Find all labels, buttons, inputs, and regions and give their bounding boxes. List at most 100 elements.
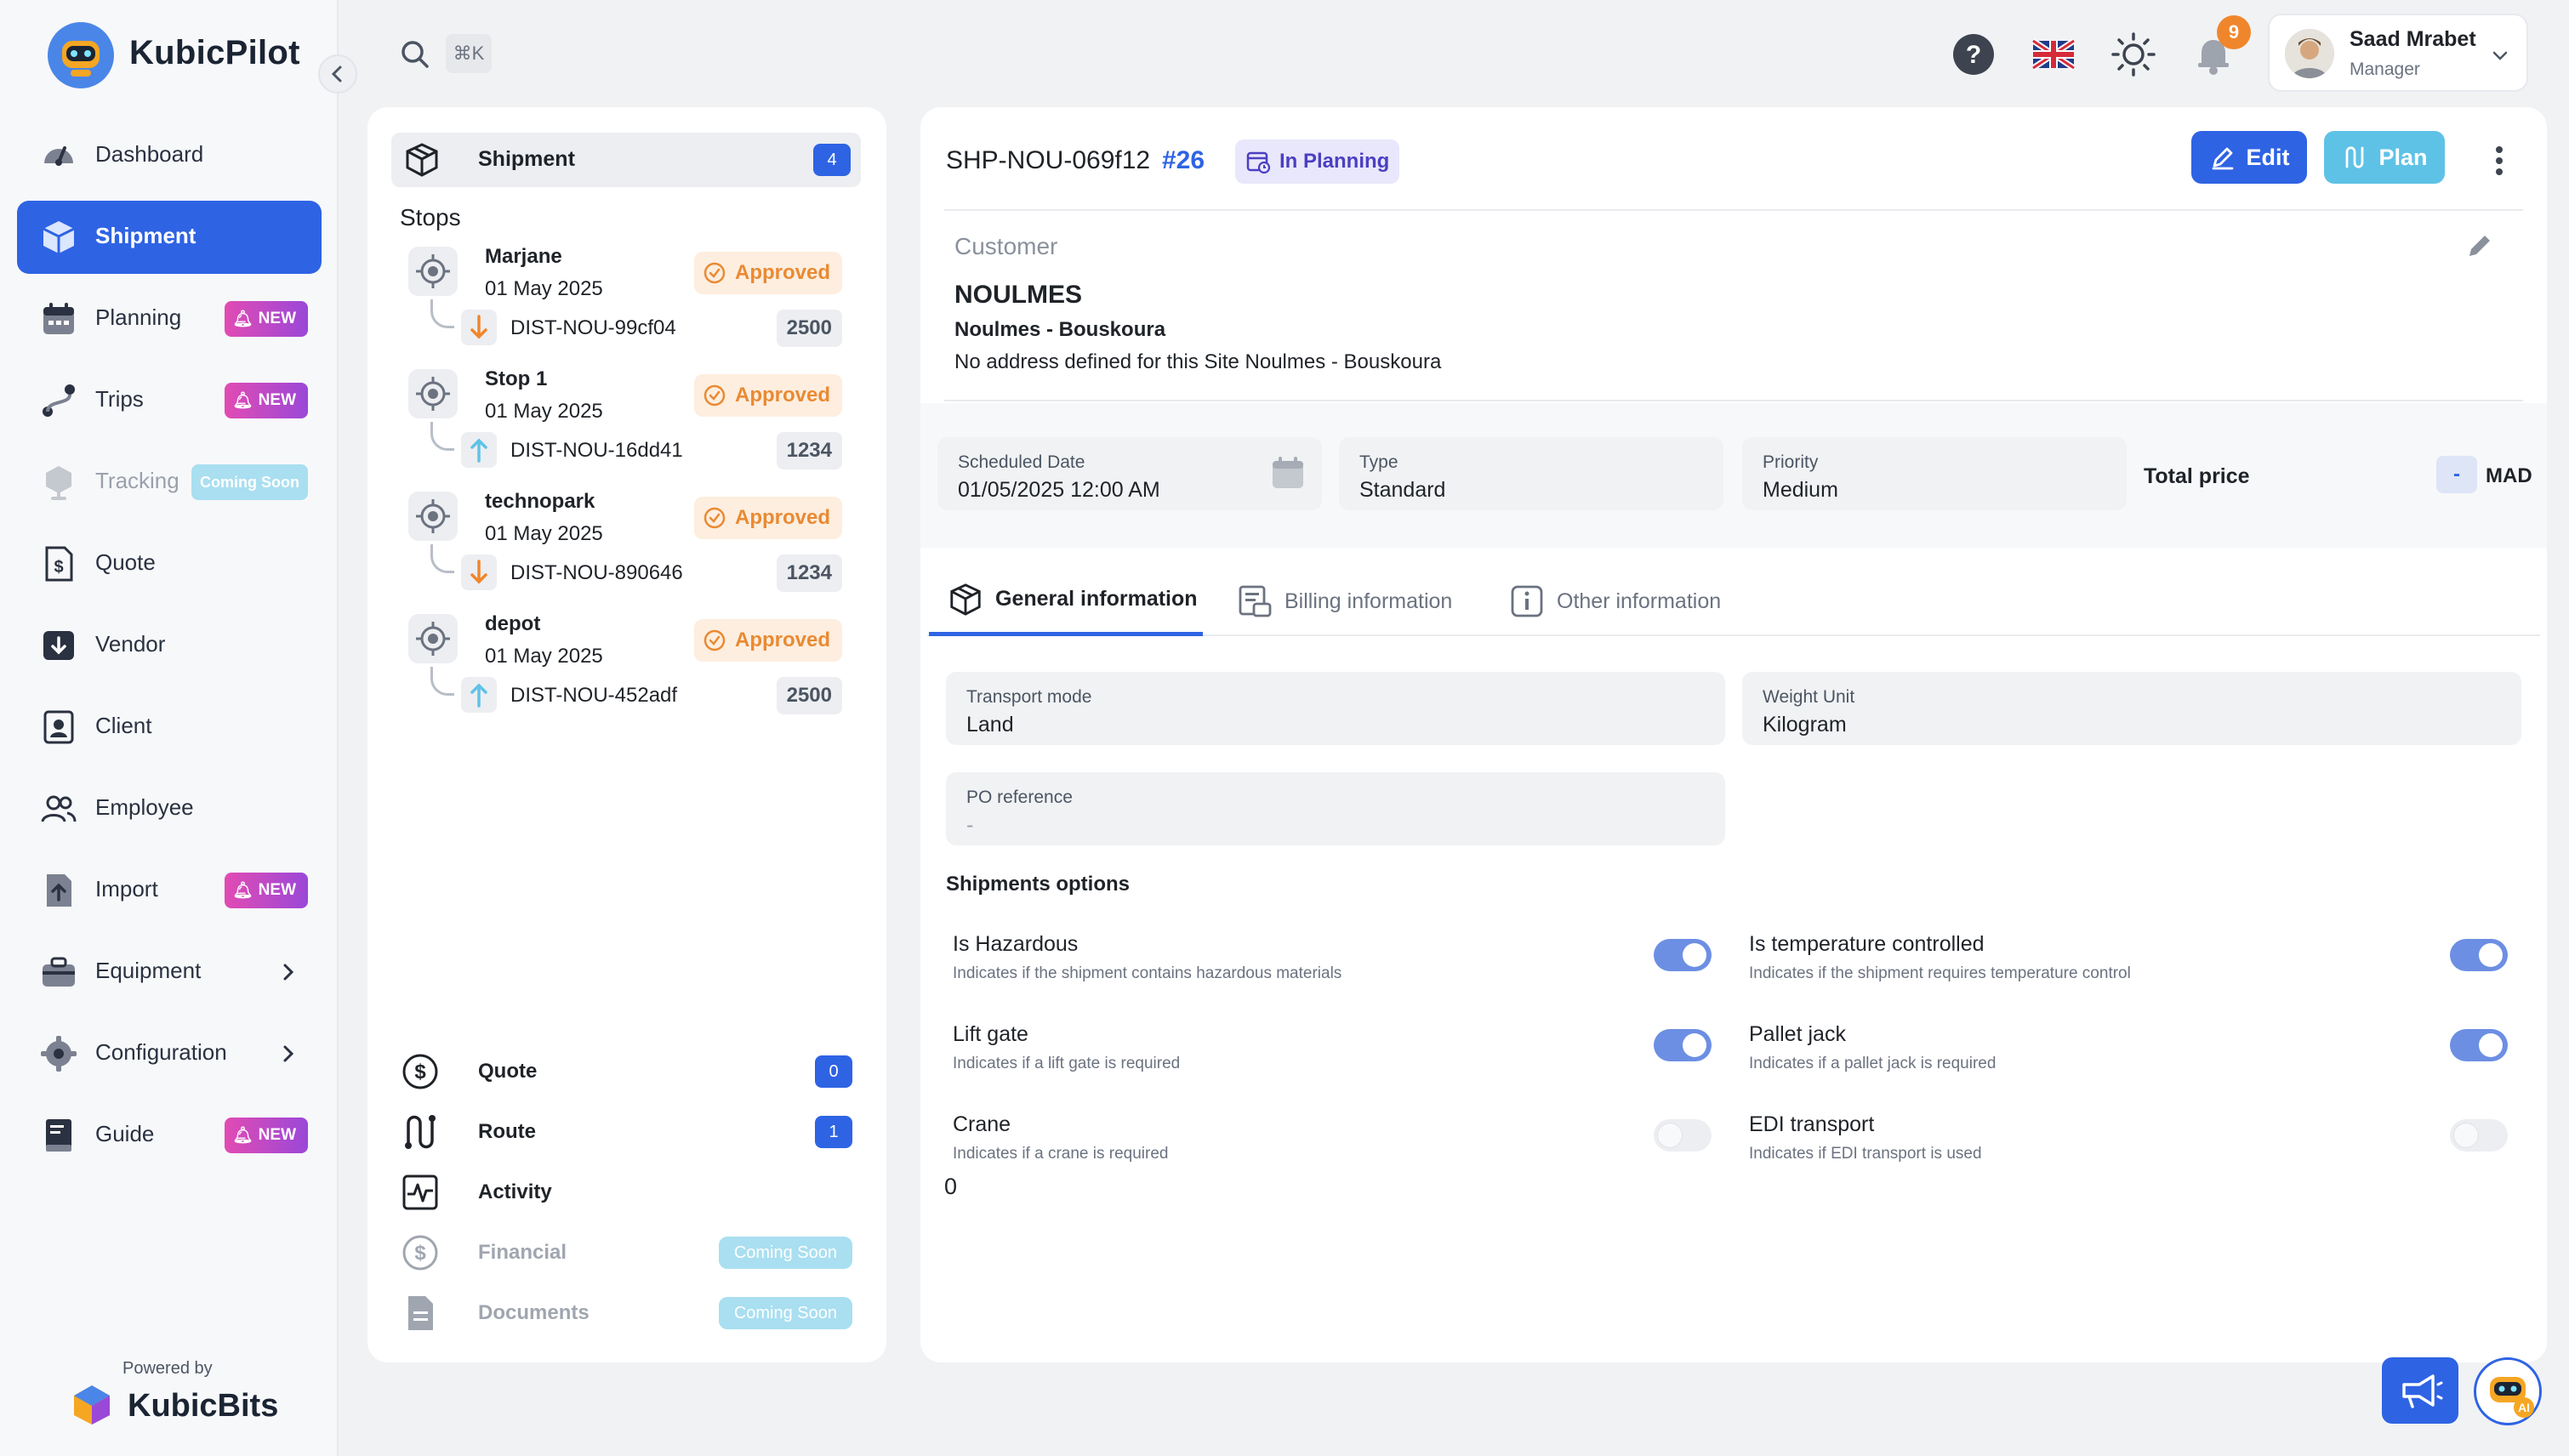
stop-item[interactable]: depot 01 May 2025 Approved DIST-NOU-452a… [367, 604, 886, 723]
sidebar-item-guide[interactable]: Guide 🔔︎ NEW [17, 1099, 322, 1172]
box-icon [39, 218, 78, 257]
stop-date: 01 May 2025 [485, 277, 603, 300]
tab-general-information[interactable]: General information [929, 566, 1203, 636]
new-badge: 🔔︎ NEW [224, 383, 308, 418]
search-icon[interactable] [396, 36, 434, 73]
edit-button[interactable]: Edit [2191, 131, 2307, 184]
sidebar-item-label: Import [95, 876, 158, 901]
sun-theme-icon[interactable] [2110, 31, 2157, 78]
svg-text:$: $ [54, 558, 63, 577]
toggle-knob [2479, 1033, 2503, 1057]
ai-assistant-button[interactable]: AI [2474, 1357, 2542, 1425]
weight-unit-field[interactable]: Weight Unit Kilogram [1742, 672, 2521, 745]
option-description: Indicates if the shipment contains hazar… [953, 964, 1342, 982]
connector-line [430, 299, 454, 328]
customer-address: No address defined for this Site Noulmes… [954, 350, 1442, 373]
link-financial[interactable]: $ Financial Coming Soon [367, 1227, 886, 1278]
approved-badge: Approved [693, 497, 842, 539]
sidebar-item-employee[interactable]: Employee [17, 772, 322, 845]
arrow-down-icon [461, 555, 497, 590]
user-menu[interactable]: Saad Mrabet Manager [2268, 14, 2528, 92]
toggle-knob [1683, 943, 1706, 967]
notification-count: 9 [2217, 15, 2251, 49]
svg-text:$: $ [414, 1242, 426, 1265]
total-price-label: Total price [2144, 464, 2250, 488]
link-route[interactable]: Route 1 [367, 1106, 886, 1157]
toggle-knob [1658, 1123, 1682, 1147]
sidebar-item-trips[interactable]: Trips 🔔︎ NEW [17, 364, 322, 437]
shipment-reference: SHP-NOU-069f12 [946, 146, 1151, 174]
contact-card-icon [39, 708, 78, 747]
option-toggle[interactable] [1654, 939, 1712, 971]
option-toggle[interactable] [2450, 1119, 2508, 1152]
tab-billing-information[interactable]: Billing information [1237, 566, 1452, 636]
sidebar-item-label: Employee [95, 794, 194, 820]
more-options-icon[interactable] [2482, 141, 2516, 180]
uk-flag-icon[interactable] [2030, 31, 2077, 78]
billing-icon [1237, 583, 1273, 619]
priority-field[interactable]: Priority Medium [1742, 437, 2127, 510]
search-shortcut[interactable]: ⌘K [446, 34, 492, 73]
sidebar-item-dashboard[interactable]: Dashboard [17, 119, 322, 192]
calendar-icon[interactable] [1269, 454, 1307, 492]
option-toggle[interactable] [1654, 1119, 1712, 1152]
tab-other-information[interactable]: Other information [1509, 566, 1721, 636]
option-toggle[interactable] [1654, 1029, 1712, 1061]
dollar-circle-icon: $ [400, 1232, 441, 1273]
sidebar-item-planning[interactable]: Planning 🔔︎ NEW [17, 282, 322, 355]
bell-icon: 🔔︎ [232, 1127, 253, 1145]
coming-soon-badge: Coming Soon [718, 1237, 852, 1269]
toolbox-icon [39, 953, 78, 992]
option-title: EDI transport [1749, 1112, 1875, 1136]
stop-item[interactable]: Marjane 01 May 2025 Approved DIST-NOU-99… [367, 236, 886, 355]
sidebar-item-import[interactable]: Import 🔔︎ NEW [17, 854, 322, 927]
avatar [2285, 29, 2334, 78]
shipment-number: #26 [1162, 146, 1205, 174]
kubicbits-logo-icon [70, 1383, 114, 1427]
check-circle-icon [703, 261, 726, 285]
check-circle-icon [703, 506, 726, 530]
po-reference-field[interactable]: PO reference - [946, 772, 1725, 845]
help-icon[interactable]: ? [1950, 31, 1997, 78]
sidebar-item-label: Quote [95, 549, 156, 575]
type-field[interactable]: Type Standard [1339, 437, 1723, 510]
link-documents[interactable]: Documents Coming Soon [367, 1288, 886, 1339]
option-item: EDI transport Indicates if EDI transport… [1749, 1112, 2395, 1172]
sidebar-item-shipment[interactable]: Shipment [17, 201, 322, 274]
link-quote[interactable]: $ Quote 0 [367, 1046, 886, 1097]
approved-badge: Approved [693, 252, 842, 294]
sidebar-item-tracking[interactable]: Tracking Coming Soon [17, 446, 322, 519]
sidebar-item-quote[interactable]: $ Quote [17, 527, 322, 600]
divider [944, 400, 2523, 401]
plan-button[interactable]: Plan [2324, 131, 2445, 184]
link-label: Documents [478, 1301, 590, 1324]
link-label: Activity [478, 1180, 552, 1203]
collapse-sidebar-button[interactable] [318, 54, 357, 94]
quantity-badge: 1234 [776, 432, 842, 469]
chevron-right-icon [276, 959, 301, 985]
info-icon [1509, 583, 1545, 619]
sidebar-item-vendor[interactable]: Vendor [17, 609, 322, 682]
option-description: Indicates if EDI transport is used [1749, 1145, 1982, 1163]
powered-by-label: Powered by [122, 1359, 213, 1378]
sidebar-item-equipment[interactable]: Equipment [17, 936, 322, 1009]
stop-item[interactable]: Stop 1 01 May 2025 Approved DIST-NOU-16d… [367, 359, 886, 478]
transport-mode-field[interactable]: Transport mode Land [946, 672, 1725, 745]
sidebar-item-client[interactable]: Client [17, 691, 322, 764]
shipment-section-tab[interactable]: Shipment 4 [391, 133, 861, 187]
edit-customer-icon[interactable] [2464, 230, 2496, 262]
total-price-currency: MAD [2486, 464, 2532, 487]
option-toggle[interactable] [2450, 939, 2508, 971]
sidebar-item-configuration[interactable]: Configuration [17, 1017, 322, 1090]
bell-icon[interactable] [2190, 31, 2237, 78]
quote-count-badge: 0 [815, 1055, 852, 1088]
announcement-button[interactable] [2382, 1357, 2458, 1424]
scheduled-date-field[interactable]: Scheduled Date 01/05/2025 12:00 AM [937, 437, 1322, 510]
field-value: - [966, 813, 974, 837]
link-activity[interactable]: Activity [367, 1167, 886, 1218]
option-title: Is temperature controlled [1749, 932, 1985, 956]
target-icon [408, 492, 458, 541]
stop-item[interactable]: technopark 01 May 2025 Approved DIST-NOU… [367, 481, 886, 600]
user-role: Manager [2350, 60, 2420, 79]
option-toggle[interactable] [2450, 1029, 2508, 1061]
